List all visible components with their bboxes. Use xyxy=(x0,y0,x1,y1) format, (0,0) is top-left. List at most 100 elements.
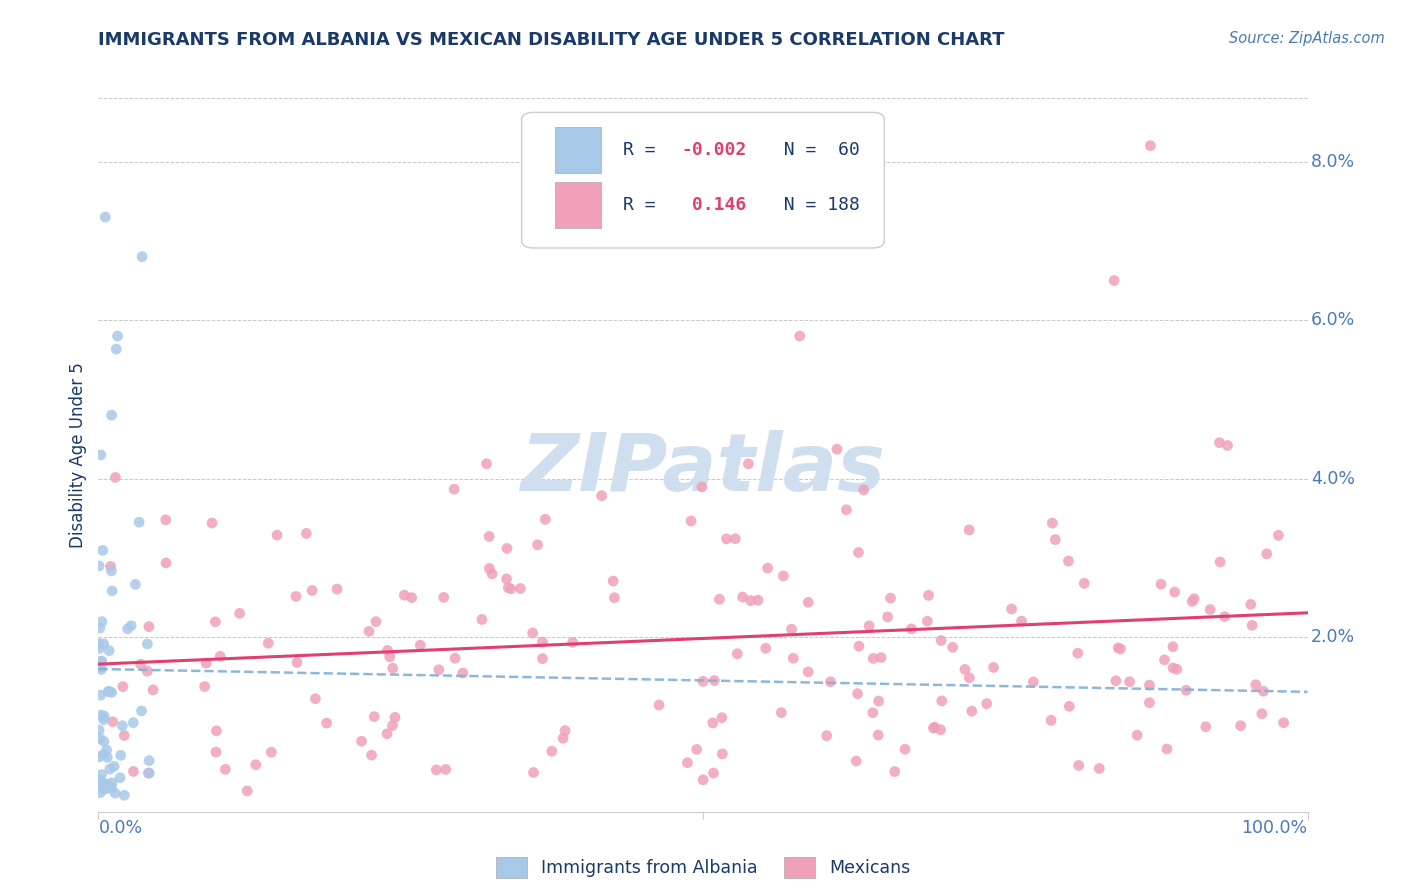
Point xyxy=(104,470,127,484)
Point xyxy=(676,756,699,770)
Point xyxy=(194,680,217,694)
Point xyxy=(1150,577,1173,591)
Point xyxy=(93,709,115,723)
Point xyxy=(377,643,399,657)
Point xyxy=(711,747,734,761)
Point xyxy=(96,743,118,757)
Point xyxy=(957,523,980,537)
Point xyxy=(101,776,124,790)
Point xyxy=(375,727,398,741)
FancyBboxPatch shape xyxy=(555,127,602,173)
Point xyxy=(917,614,939,628)
Point xyxy=(89,786,111,800)
Point xyxy=(155,556,177,570)
Point xyxy=(433,591,456,605)
Point xyxy=(1256,547,1278,561)
Point xyxy=(495,572,517,586)
Point xyxy=(451,666,474,681)
Point xyxy=(1102,273,1125,287)
Point xyxy=(554,723,576,738)
Point xyxy=(89,731,111,746)
Point xyxy=(522,765,544,780)
Point xyxy=(692,772,714,787)
Point xyxy=(681,514,703,528)
Point xyxy=(848,639,870,653)
Legend: Immigrants from Albania, Mexicans: Immigrants from Albania, Mexicans xyxy=(489,850,917,885)
Point xyxy=(942,640,965,655)
Point xyxy=(90,654,112,668)
Point xyxy=(350,734,373,748)
Point xyxy=(924,720,946,734)
Text: R =: R = xyxy=(623,141,666,159)
Text: 6.0%: 6.0% xyxy=(1312,311,1355,329)
Point xyxy=(1118,674,1140,689)
Point xyxy=(1213,609,1236,624)
Point xyxy=(1011,614,1033,628)
Point xyxy=(820,674,842,689)
Point xyxy=(94,210,117,224)
Point xyxy=(957,671,980,685)
Point xyxy=(835,502,858,516)
Point xyxy=(756,561,779,575)
Point xyxy=(1241,618,1264,632)
Point xyxy=(1107,640,1129,655)
Point xyxy=(1199,602,1222,616)
Point xyxy=(205,745,228,759)
Point xyxy=(1040,516,1063,530)
Point xyxy=(710,710,733,724)
Point xyxy=(1153,653,1175,667)
Point xyxy=(862,651,884,665)
Point xyxy=(692,674,714,689)
Point xyxy=(602,574,624,588)
Point xyxy=(1209,555,1232,569)
Point xyxy=(740,593,762,607)
Point xyxy=(111,680,134,694)
Point xyxy=(1045,533,1067,547)
Point xyxy=(879,591,901,605)
Point xyxy=(409,638,432,652)
Point xyxy=(363,709,385,723)
Point xyxy=(87,750,110,764)
Point xyxy=(772,569,794,583)
Point xyxy=(531,635,554,649)
Point xyxy=(1067,758,1090,772)
Point xyxy=(747,593,769,607)
Point xyxy=(725,647,748,661)
Text: 2.0%: 2.0% xyxy=(1312,628,1355,647)
Text: 4.0%: 4.0% xyxy=(1312,470,1355,488)
FancyBboxPatch shape xyxy=(555,182,602,228)
Point xyxy=(443,482,465,496)
Point xyxy=(1137,696,1160,710)
Point xyxy=(478,561,501,575)
Point xyxy=(124,577,146,591)
Point xyxy=(90,688,112,702)
Point xyxy=(868,728,890,742)
Point xyxy=(522,626,544,640)
Point xyxy=(360,748,382,763)
Point xyxy=(138,754,160,768)
Point xyxy=(1195,720,1218,734)
Point xyxy=(540,744,562,758)
Point xyxy=(142,682,165,697)
Point xyxy=(136,637,159,651)
Point xyxy=(364,615,387,629)
Point xyxy=(845,754,868,768)
Point xyxy=(526,538,548,552)
Point xyxy=(953,662,976,676)
Point xyxy=(94,782,117,797)
Point xyxy=(1161,661,1184,675)
Point xyxy=(245,757,267,772)
Point xyxy=(1088,761,1111,775)
Point xyxy=(770,706,793,720)
Point xyxy=(120,618,142,632)
Point xyxy=(204,615,226,629)
Point xyxy=(509,582,531,596)
Point xyxy=(702,716,724,731)
Point xyxy=(960,704,983,718)
Point xyxy=(591,489,613,503)
Point xyxy=(91,543,114,558)
Point xyxy=(90,662,112,676)
Point xyxy=(883,764,905,779)
Point xyxy=(117,622,139,636)
Point xyxy=(1182,591,1205,606)
